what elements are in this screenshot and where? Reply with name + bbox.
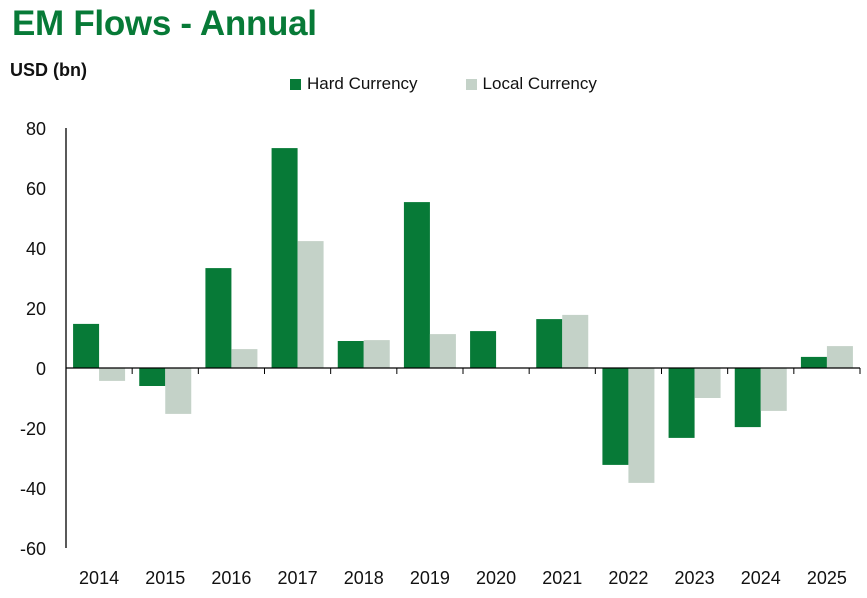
bar-local-currency-2025 [826,346,853,368]
y-tick-label-0: 0 [36,359,46,379]
x-tick-label-2019: 2019 [410,568,450,588]
bar-hard-currency-2014 [73,323,100,368]
y-tick-label-40: 40 [26,239,46,259]
y-tick-label--60: -60 [20,539,46,559]
x-tick-label-2021: 2021 [542,568,582,588]
x-tick-label-2015: 2015 [145,568,185,588]
y-tick-label-60: 60 [26,179,46,199]
x-tick-label-2017: 2017 [278,568,318,588]
bar-local-currency-2023 [694,368,721,398]
bar-hard-currency-2019 [403,202,430,368]
x-tick-label-2018: 2018 [344,568,384,588]
bar-hard-currency-2022 [602,368,629,465]
bar-local-currency-2017 [297,241,324,368]
chart-title: EM Flows - Annual [12,4,317,43]
y-tick-label--40: -40 [20,479,46,499]
x-tick-label-2014: 2014 [79,568,119,588]
bar-hard-currency-2023 [668,368,695,438]
x-tick-label-2022: 2022 [608,568,648,588]
x-tick-label-2025: 2025 [807,568,847,588]
bar-hard-currency-2020 [470,331,497,368]
bar-hard-currency-2016 [205,268,232,368]
bar-local-currency-2019 [429,334,456,368]
y-tick-label--20: -20 [20,419,46,439]
bar-hard-currency-2025 [800,356,827,368]
legend-label-hard-currency: Hard Currency [307,74,418,93]
legend-swatch-local-currency [465,78,477,90]
bar-local-currency-2015 [165,368,192,414]
x-tick-label-2023: 2023 [675,568,715,588]
bar-local-currency-2018 [363,340,390,368]
legend-swatch-hard-currency [290,78,301,90]
x-tick-label-2020: 2020 [476,568,516,588]
bar-local-currency-2016 [231,349,258,368]
bar-local-currency-2022 [628,368,655,483]
legend-item-hard-currency: Hard Currency [290,74,418,94]
y-tick-label-20: 20 [26,299,46,319]
legend-item-local-currency: Local Currency [465,74,597,94]
legend: Hard Currency Local Currency [290,74,645,94]
bar-hard-currency-2018 [337,341,364,368]
y-tick-label-80: 80 [26,119,46,139]
legend-label-local-currency: Local Currency [482,74,597,93]
bar-local-currency-2024 [760,368,787,411]
x-tick-label-2024: 2024 [741,568,781,588]
bar-local-currency-2021 [562,314,589,368]
bar-hard-currency-2024 [734,368,761,428]
bar-local-currency-2014 [99,368,126,381]
x-tick-label-2016: 2016 [211,568,251,588]
bar-hard-currency-2021 [536,319,563,368]
bar-hard-currency-2015 [139,368,166,386]
bar-hard-currency-2017 [271,148,298,368]
y-axis-label: USD (bn) [10,60,87,80]
